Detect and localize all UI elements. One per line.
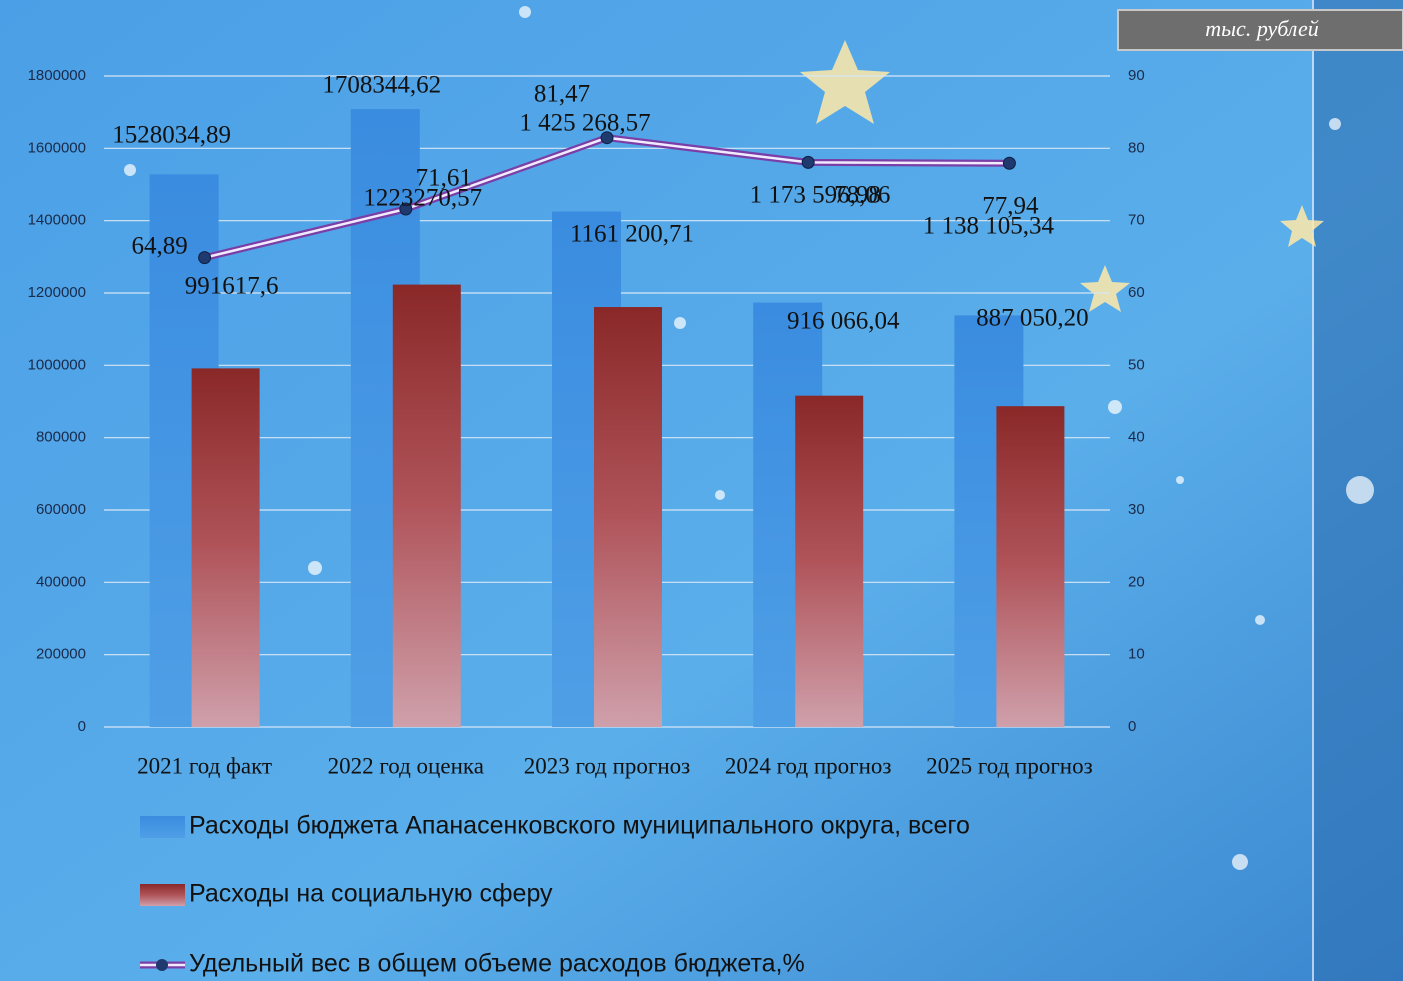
legend-label: Удельный вес в общем объеме расходов бюд… [189, 950, 805, 978]
bar [392, 284, 461, 727]
data-label: 1 425 268,57 [519, 110, 650, 137]
data-label: 71,61 [416, 165, 472, 192]
line-marker [399, 202, 413, 216]
x-tick-label: 2022 год оценка [328, 753, 484, 778]
data-label: 887 050,20 [976, 305, 1089, 332]
unit-label: тыс. рублей [1205, 16, 1318, 41]
y2-tick-label: 40 [1128, 429, 1145, 446]
y-tick-label: 0 [78, 718, 86, 735]
data-label: 1 138 105,34 [923, 213, 1055, 240]
y-tick-label: 400000 [36, 573, 86, 590]
y2-tick-label: 90 [1128, 67, 1145, 84]
y-tick-label: 1800000 [28, 67, 86, 84]
bar [191, 368, 260, 727]
line-marker [1002, 156, 1016, 170]
data-label: 1528034,89 [112, 122, 231, 149]
data-label: 991617,6 [185, 273, 279, 300]
y2-tick-label: 70 [1128, 212, 1145, 229]
bar [594, 307, 662, 727]
legend-label: Расходы на социальную сферу [189, 880, 553, 908]
x-tick-label: 2025 год прогноз [926, 753, 1093, 778]
y2-tick-label: 10 [1128, 646, 1145, 663]
y-tick-label: 600000 [36, 501, 86, 518]
data-label: 81,47 [534, 81, 590, 108]
data-label: 77,94 [982, 193, 1039, 220]
legend-label: Расходы бюджета Апанасенковского муницип… [189, 812, 970, 840]
unit-box [1117, 9, 1403, 51]
star-shapes [800, 40, 1324, 312]
x-tick-label: 2023 год прогноз [524, 753, 691, 778]
bar [795, 395, 864, 727]
data-label: 1 173 596,98 [750, 182, 881, 209]
line-marker [801, 155, 815, 169]
line-marker [600, 131, 614, 145]
x-tick-label: 2021 год факт [137, 753, 272, 778]
y2-tick-label: 30 [1128, 501, 1145, 518]
legend-marker [156, 959, 168, 971]
legend-swatch [140, 884, 185, 906]
y-tick-label: 200000 [36, 646, 86, 663]
y-tick-label: 800000 [36, 429, 86, 446]
data-label: 1708344,62 [322, 72, 441, 99]
y2-tick-label: 80 [1128, 139, 1145, 156]
y2-tick-label: 50 [1128, 356, 1145, 373]
bar [996, 406, 1065, 727]
y2-tick-label: 60 [1128, 284, 1145, 301]
y-tick-label: 1000000 [28, 356, 86, 373]
y2-tick-label: 20 [1128, 573, 1145, 590]
data-label: 1161 200,71 [570, 221, 694, 248]
legend-swatch [140, 816, 185, 838]
data-label: 916 066,04 [787, 308, 900, 335]
y-tick-label: 1400000 [28, 212, 86, 229]
y-tick-label: 1600000 [28, 139, 86, 156]
data-label: 64,89 [131, 233, 187, 260]
x-tick-label: 2024 год прогноз [725, 753, 892, 778]
data-label: 78,06 [834, 182, 890, 209]
line-marker [198, 251, 212, 265]
data-label: 1223270,57 [363, 185, 482, 212]
y-tick-label: 1200000 [28, 284, 86, 301]
y2-tick-label: 0 [1128, 718, 1136, 735]
